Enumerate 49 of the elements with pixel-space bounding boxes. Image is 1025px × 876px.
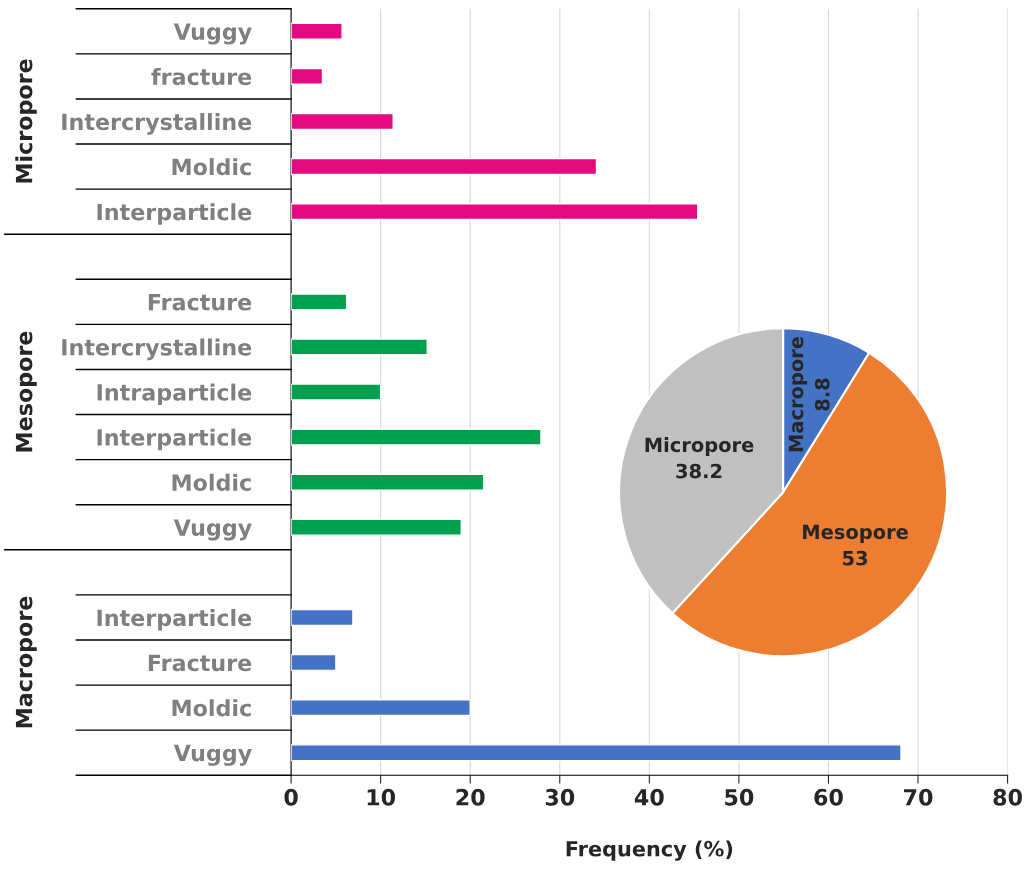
- x-tick-label: 0: [284, 788, 298, 806]
- text: Micropore: [15, 59, 37, 183]
- bar: [291, 518, 462, 536]
- y-tick-label: Interparticle: [97, 428, 252, 451]
- x-tick-label: 80: [993, 788, 1022, 806]
- y-tick-label: Fracture: [148, 294, 252, 311]
- y-tick-label: Vuggy: [173, 519, 252, 541]
- x-tick-label: 70: [904, 788, 933, 806]
- y-tick-label: Moldic: [172, 158, 251, 176]
- bar: [291, 112, 394, 131]
- bar: [291, 744, 902, 762]
- bar: [291, 383, 382, 401]
- y-tick-label: Intercrystalline: [62, 338, 252, 361]
- y-tick-label: Vuggy: [173, 23, 252, 45]
- text: Macropore: [15, 596, 37, 728]
- x-tick-label: 30: [545, 788, 575, 806]
- bar: [291, 67, 324, 85]
- y-tick-label: Interparticle: [97, 203, 252, 225]
- y-tick-label: fracture: [151, 67, 252, 86]
- y-tick-label: Vuggy: [173, 744, 252, 766]
- x-axis-title: Frequency (%): [566, 840, 733, 861]
- data-label: 8.8: [814, 378, 830, 411]
- bar: [291, 428, 542, 446]
- y-tick-label: Intercrystalline: [62, 113, 252, 135]
- y-tick-label: Moldic: [172, 473, 251, 491]
- bar: [291, 699, 471, 717]
- bar: [291, 473, 485, 491]
- slice-label: Macropore: [788, 336, 808, 452]
- bar: [291, 293, 348, 311]
- bar: [291, 338, 428, 356]
- data-label: 38.2: [676, 463, 722, 479]
- slice-label: Micropore: [645, 437, 754, 456]
- y-tick-label: Moldic: [172, 699, 251, 717]
- x-tick-label: 50: [725, 788, 754, 806]
- data-label: 53: [843, 550, 868, 566]
- slice-label: Mesopore: [803, 524, 908, 543]
- x-tick-label: 60: [814, 788, 843, 806]
- y-tick-label: Interparticle: [97, 609, 252, 631]
- text: Mesopore: [15, 331, 37, 452]
- y-tick-label: Intraparticle: [97, 383, 252, 406]
- bar: [291, 608, 354, 627]
- bar: [291, 22, 343, 40]
- bar: [291, 653, 337, 672]
- x-tick-label: 20: [456, 788, 485, 806]
- x-tick-label: 10: [367, 788, 396, 806]
- bar: [291, 157, 598, 176]
- y-tick-label: Fracture: [148, 654, 252, 672]
- bar: [291, 203, 699, 221]
- x-tick-label: 40: [634, 788, 664, 806]
